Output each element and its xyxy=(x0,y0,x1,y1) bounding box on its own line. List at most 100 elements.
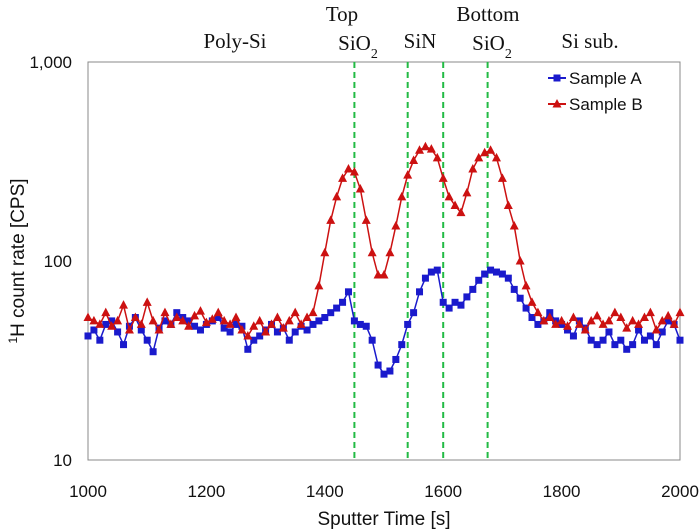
data-point-square xyxy=(309,320,317,328)
data-point-square xyxy=(120,341,128,349)
data-point-triangle xyxy=(107,321,117,330)
data-point-triangle xyxy=(468,163,478,173)
data-point-square xyxy=(250,336,258,344)
data-point-square xyxy=(161,317,169,325)
data-point-square xyxy=(569,332,577,340)
data-point-square xyxy=(368,336,376,344)
data-point-triangle xyxy=(592,310,602,320)
data-point-triangle xyxy=(160,307,170,317)
data-point-square xyxy=(652,341,660,349)
data-point-triangle xyxy=(444,191,454,201)
data-point-triangle xyxy=(480,147,490,157)
data-point-square xyxy=(333,304,341,312)
data-point-square xyxy=(487,266,495,274)
data-point-triangle xyxy=(438,173,448,182)
data-point-square xyxy=(498,270,506,278)
data-point-triangle xyxy=(639,312,649,322)
data-point-square xyxy=(433,266,441,274)
data-point-square xyxy=(664,317,672,325)
data-point-square xyxy=(185,317,193,325)
layer-label: Top xyxy=(326,2,358,26)
layer-label-line2: SiO2 xyxy=(472,31,512,62)
data-point-triangle xyxy=(675,307,685,317)
data-point-square xyxy=(410,309,418,317)
layer-label-line2: SiO2 xyxy=(338,31,378,62)
data-point-triangle xyxy=(663,310,673,320)
data-point-triangle xyxy=(539,315,549,325)
data-point-triangle xyxy=(338,173,348,182)
data-point-triangle xyxy=(255,315,265,325)
data-point-triangle xyxy=(426,144,436,153)
data-point-square xyxy=(398,341,406,349)
x-tick-label: 1000 xyxy=(69,482,107,501)
data-point-triangle xyxy=(272,312,282,322)
data-point-square xyxy=(481,270,489,278)
data-point-square xyxy=(528,314,536,322)
data-point-square xyxy=(356,320,364,328)
data-point-triangle xyxy=(391,220,401,230)
layer-label: SiN xyxy=(404,29,437,53)
legend-label: Sample A xyxy=(569,69,642,88)
data-point-square xyxy=(617,336,625,344)
data-point-square xyxy=(90,326,98,334)
data-point-square xyxy=(404,320,412,328)
data-point-square xyxy=(143,336,151,344)
data-point-triangle xyxy=(563,321,573,330)
x-tick-label: 2000 xyxy=(661,482,699,501)
data-point-triangle xyxy=(213,307,223,317)
data-point-square xyxy=(629,341,637,349)
data-point-triangle xyxy=(190,310,200,320)
data-point-triangle xyxy=(586,315,596,325)
data-point-triangle xyxy=(521,280,531,290)
data-point-square xyxy=(416,288,424,296)
y-tick-label: 10 xyxy=(53,451,72,470)
data-point-square xyxy=(362,322,370,330)
data-point-triangle xyxy=(622,323,632,332)
data-point-triangle xyxy=(456,207,466,217)
data-point-square xyxy=(504,274,512,282)
data-point-square xyxy=(220,324,228,332)
data-point-square xyxy=(558,320,566,328)
data-point-triangle xyxy=(545,312,555,322)
data-point-square xyxy=(321,314,329,322)
layer-label: Bottom xyxy=(456,2,519,26)
data-point-square xyxy=(611,341,619,349)
data-point-triangle xyxy=(302,312,312,322)
data-point-triangle xyxy=(367,247,377,257)
data-point-triangle xyxy=(113,315,123,325)
data-point-triangle xyxy=(219,315,229,325)
data-point-square xyxy=(344,288,352,296)
data-point-triangle xyxy=(124,325,134,334)
data-point-triangle xyxy=(296,319,306,328)
data-point-triangle xyxy=(332,191,342,201)
data-point-triangle xyxy=(397,191,407,201)
data-point-triangle xyxy=(166,319,176,328)
x-tick-label: 1200 xyxy=(187,482,225,501)
data-point-square xyxy=(427,268,435,276)
data-point-square xyxy=(587,336,595,344)
data-point-triangle xyxy=(497,173,507,182)
data-point-square xyxy=(285,336,293,344)
data-point-square xyxy=(386,367,394,375)
data-point-square xyxy=(475,276,483,284)
data-point-square xyxy=(421,274,429,282)
data-point-square xyxy=(439,298,447,306)
data-point-square xyxy=(114,328,122,336)
data-point-triangle xyxy=(491,152,501,162)
data-point-triangle xyxy=(361,215,371,224)
data-point-triangle xyxy=(130,312,140,322)
data-point-triangle xyxy=(172,312,182,322)
data-point-square xyxy=(676,336,684,344)
data-point-square xyxy=(658,328,666,336)
data-point-square xyxy=(522,304,530,312)
y-tick-label: 1,000 xyxy=(29,53,72,72)
data-point-triangle xyxy=(385,247,395,257)
data-point-triangle xyxy=(154,325,164,334)
x-axis-label: Sputter Time [s] xyxy=(317,509,450,530)
data-point-triangle xyxy=(474,152,484,162)
subscript: 2 xyxy=(371,47,378,62)
data-point-square xyxy=(374,361,382,369)
data-point-square xyxy=(137,326,145,334)
